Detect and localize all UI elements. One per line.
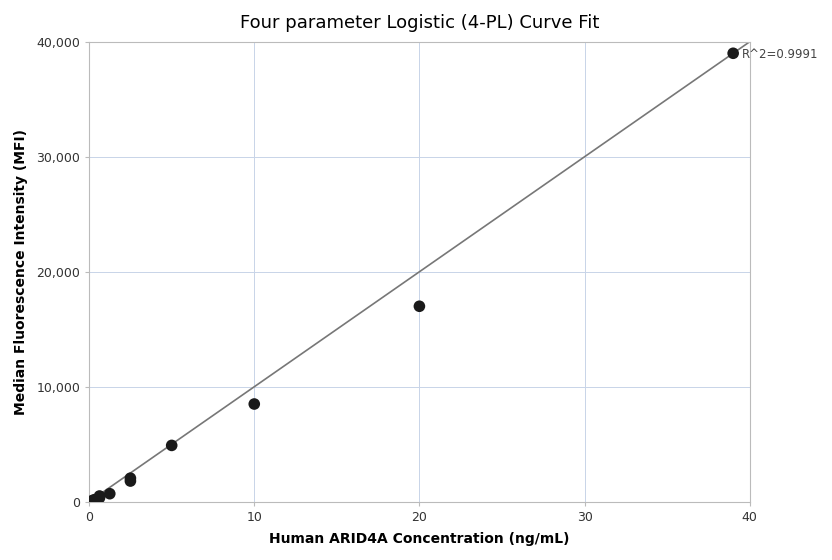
Y-axis label: Median Fluorescence Intensity (MFI): Median Fluorescence Intensity (MFI): [14, 129, 28, 415]
Point: [124, 474, 137, 483]
Point: [85, 496, 98, 505]
X-axis label: Human ARID4A Concentration (ng/mL): Human ARID4A Concentration (ng/mL): [269, 532, 570, 546]
Point: [248, 399, 261, 408]
Point: [124, 477, 137, 486]
Point: [165, 441, 178, 450]
Point: [87, 495, 101, 504]
Point: [93, 493, 106, 502]
Title: Four parameter Logistic (4-PL) Curve Fit: Four parameter Logistic (4-PL) Curve Fit: [240, 14, 599, 32]
Point: [93, 492, 106, 501]
Point: [726, 49, 740, 58]
Point: [103, 489, 116, 498]
Point: [413, 302, 426, 311]
Text: R^2=0.9991: R^2=0.9991: [741, 48, 818, 60]
